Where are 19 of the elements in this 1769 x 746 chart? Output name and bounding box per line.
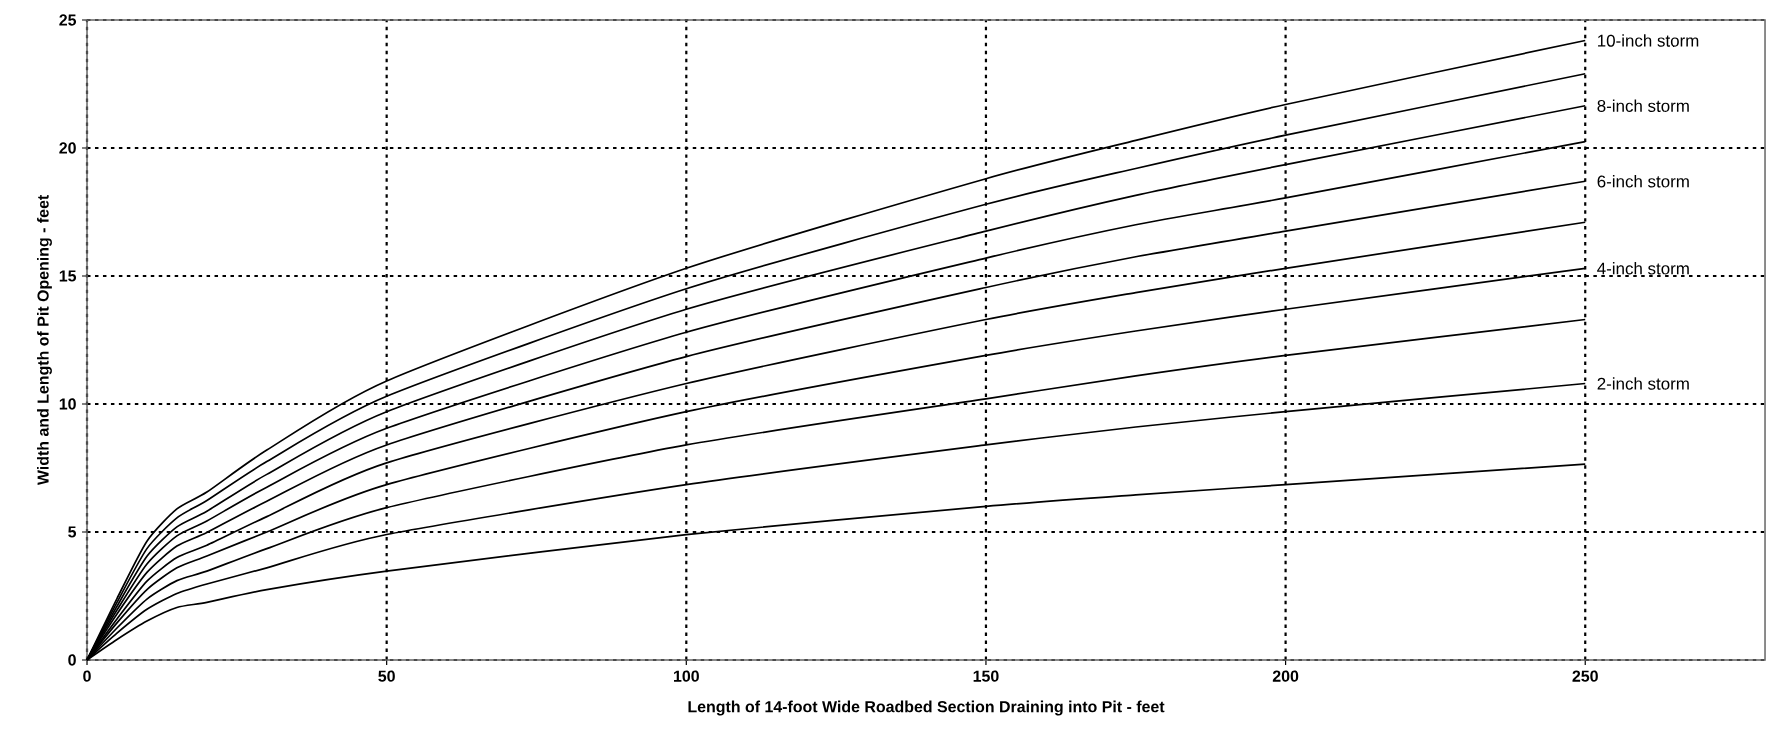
y-tick-label: 20 xyxy=(59,142,76,154)
y-tick-label: 0 xyxy=(68,654,76,666)
x-tick-label: 250 xyxy=(1572,670,1598,682)
x-tick-label: 150 xyxy=(973,670,999,682)
y-axis-title: Width and Length of Pit Opening - feet xyxy=(37,195,52,486)
x-axis-title: Length of 14-foot Wide Roadbed Section Draining into Pit - feet xyxy=(688,700,1165,716)
x-tick-label: 200 xyxy=(1272,670,1299,682)
y-tick-label: 25 xyxy=(59,14,77,26)
x-tick-label: 0 xyxy=(83,670,91,682)
y-tick-label: 10 xyxy=(59,398,76,410)
x-tick-label: 100 xyxy=(674,670,699,682)
series-label: 10-inch storm xyxy=(1598,34,1699,47)
series-label: 8-inch storm xyxy=(1597,99,1689,112)
series-label: 2-inch storm xyxy=(1597,377,1689,390)
series-label: 4-inch storm xyxy=(1597,262,1689,275)
y-tick-label: 15 xyxy=(59,270,77,282)
series-label: 6-inch storm xyxy=(1597,175,1689,188)
y-tick-label: 5 xyxy=(68,526,77,538)
x-tick-label: 50 xyxy=(378,670,395,682)
